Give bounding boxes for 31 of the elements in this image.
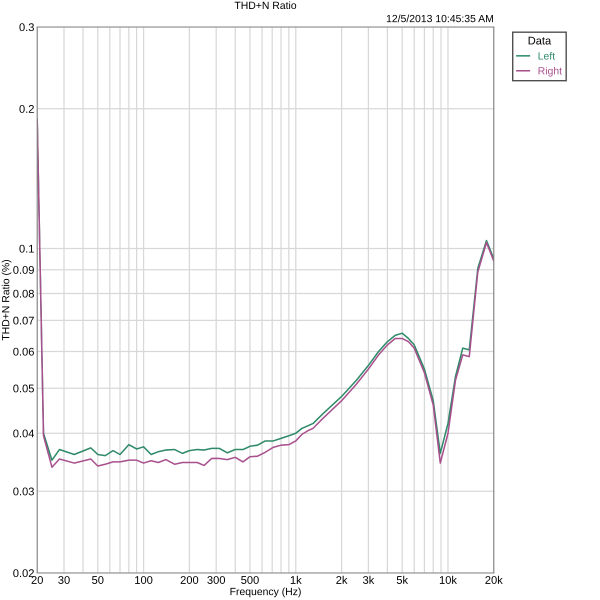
x-tick-label: 10k xyxy=(440,576,457,584)
y-tick-label: 0.09 xyxy=(13,266,34,274)
y-tick-label: 0.04 xyxy=(13,430,34,438)
x-tick-label: 30 xyxy=(58,576,70,584)
x-tick-label: 50 xyxy=(92,576,104,584)
x-tick-label: 500 xyxy=(241,576,259,584)
y-tick-label: 0.2 xyxy=(19,105,34,113)
x-axis-title: Frequency (Hz) xyxy=(230,588,301,598)
x-tick-label: 3k xyxy=(362,576,374,584)
y-tick-label: 0.1 xyxy=(19,244,34,253)
text: 12/5/2013 10:45:35 AM xyxy=(386,14,493,22)
legend-title: Data xyxy=(528,36,552,45)
x-tick-label: 200 xyxy=(180,576,198,584)
x-tick-label: 2k xyxy=(336,576,348,584)
y-tick-label: 0.08 xyxy=(13,290,34,298)
x-tick-label: 20k xyxy=(485,576,503,584)
x-tick-label: 100 xyxy=(135,576,152,584)
legend-label: Left xyxy=(538,52,556,60)
y-tick-label: 0.02 xyxy=(13,569,34,578)
y-tick-label: 0.3 xyxy=(19,23,34,32)
x-tick-label: 5k xyxy=(396,576,408,584)
legend-label: Right xyxy=(538,66,562,77)
y-tick-label: 0.03 xyxy=(13,488,34,496)
y-axis-title: THD+N Ratio (%) xyxy=(2,260,12,340)
y-tick-label: 0.07 xyxy=(13,316,34,325)
chart-title: THD+N Ratio xyxy=(234,1,296,10)
x-tick-label: 1k xyxy=(290,576,302,584)
x-tick-label: 20 xyxy=(32,576,43,584)
x-tick-label: 300 xyxy=(207,576,226,584)
y-tick-label: 0.06 xyxy=(13,348,34,356)
y-tick-label: 0.05 xyxy=(13,384,34,392)
